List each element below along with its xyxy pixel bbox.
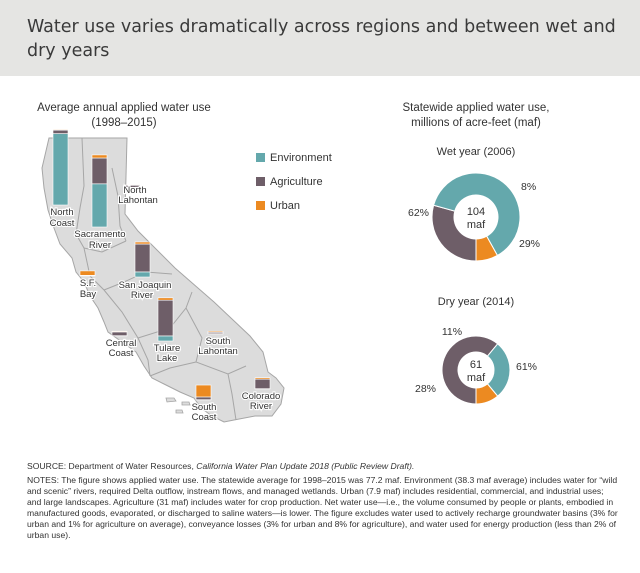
channel-island (181, 401, 191, 406)
pie-dry-center-unit: maf (467, 372, 486, 384)
bar-segment-colorado-river-urban (254, 377, 271, 380)
legend: Environment Agriculture Urban (256, 152, 332, 212)
legend-swatch-urban (256, 201, 265, 210)
region-labels: NorthCoastNorthLahontanSacramentoRiverSa… (48, 184, 281, 424)
source-prefix: SOURCE: Department of Water Resources, (27, 461, 197, 471)
pie-wet-hole (454, 195, 498, 239)
pie-dry-slice-agriculture (441, 335, 499, 405)
bar-segment-south-coast-agriculture (195, 396, 212, 400)
region-label-north-lahontan-line2: Lahontan (118, 195, 158, 206)
boundary-sacramento (83, 240, 127, 253)
region-label-san-joaquin-river-line2: River (131, 290, 153, 301)
pie-section-title-line2: millions of acre-feet (maf) (411, 117, 541, 129)
region-label-north-lahontan-line1: North (123, 185, 146, 196)
page-title: Water use varies dramatically across reg… (27, 17, 616, 61)
pie-dry-label-urban: 11% (442, 326, 462, 338)
region-label-sacramento-river-line2: River (89, 240, 111, 251)
region-label-tulare-lake-line2: Lake (157, 353, 178, 364)
pie-dry-slice-urban (475, 383, 499, 405)
pie-wet-slice-urban (475, 235, 499, 262)
pie-dry-label-agriculture: 61% (516, 361, 537, 373)
pie-wet-center-unit: maf (467, 219, 486, 231)
bar-segment-sacramento-river-agriculture (91, 157, 108, 185)
wet-year-subtitle: Wet year (2006) (437, 146, 516, 158)
bar-segment-sacramento-river-urban (91, 154, 108, 159)
bar-segment-south-lahontan-urban (207, 330, 224, 333)
pie-section-title-line1: Statewide applied water use, (402, 102, 549, 114)
bar-segment-s-f-bay-urban (79, 270, 96, 276)
region-label-s-f-bay-line2: Bay (80, 289, 97, 300)
region-label-south-lahontan-line2: Lahontan (198, 346, 238, 357)
bar-segment-central-coast-agriculture (111, 331, 128, 336)
boundary-north-coast (75, 137, 85, 249)
bar-segment-south-coast-urban (195, 384, 212, 398)
map-chart-title-line2: (1998–2015) (91, 117, 156, 129)
region-label-south-coast-line2: Coast (192, 412, 217, 423)
boundary-south-coast (149, 361, 197, 377)
pie-wet-label-urban: 8% (521, 181, 536, 193)
region-label-central-coast-line2: Coast (109, 348, 134, 359)
legend-swatch-agriculture (256, 177, 265, 186)
pie-dry-label-environment: 28% (415, 383, 436, 395)
bar-segment-tulare-lake-urban (157, 297, 174, 301)
region-label-colorado-river-line2: River (250, 401, 272, 412)
region-label-colorado-river-line1: Colorado (242, 391, 281, 402)
region-label-south-lahontan-line1: South (206, 336, 231, 347)
pie-wet-label-agriculture: 29% (519, 238, 540, 250)
notes-text: NOTES: The figure shows applied water us… (27, 475, 618, 540)
region-label-north-coast-line2: Coast (50, 218, 75, 229)
bar-segment-central-coast-urban (111, 330, 128, 333)
pie-wet-label-environment: 62% (408, 207, 429, 219)
bar-segment-colorado-river-agriculture (254, 378, 271, 389)
channel-island (175, 409, 184, 414)
bar-segment-san-joaquin-river-agriculture (134, 243, 151, 273)
legend-label-agriculture: Agriculture (270, 176, 323, 188)
boundary-colorado (227, 373, 237, 421)
legend-label-urban: Urban (270, 200, 300, 212)
region-label-north-coast-line1: North (50, 207, 73, 218)
legend-swatch-environment (256, 153, 265, 162)
bar-segment-tulare-lake-environment (157, 335, 174, 342)
bar-segment-north-coast-agriculture (52, 129, 69, 134)
chart-area: Average annual applied water use (1998–2… (0, 76, 640, 456)
region-label-san-joaquin-river-line1: San Joaquin (119, 280, 172, 291)
bar-segment-san-joaquin-river-urban (134, 241, 151, 245)
region-label-s-f-bay-line1: S.F. (80, 278, 96, 289)
source-line: SOURCE: Department of Water Resources, C… (27, 461, 619, 472)
pie-wet-center-value: 104 (467, 206, 485, 218)
region-label-sacramento-river-line1: Sacramento (74, 229, 125, 240)
pie-wet-slice-environment (432, 172, 521, 257)
bar-segment-north-coast-urban (52, 129, 69, 131)
map-chart-title-line1: Average annual applied water use (37, 102, 211, 114)
pie-dry-center-value: 61 (470, 359, 482, 371)
region-label-central-coast-line1: Central (106, 338, 137, 349)
source-title: California Water Plan Update 2018 (Publi… (196, 461, 415, 471)
bar-segment-sacramento-river-environment (91, 183, 108, 228)
stacked-bars (52, 129, 271, 401)
chart-svg: Average annual applied water use (1998–2… (37, 102, 549, 424)
boundary-north-lahontan (111, 167, 127, 242)
boundary-tulare (137, 291, 193, 339)
header-band: Water use varies dramatically across reg… (0, 0, 640, 76)
region-label-tulare-lake-line1: Tulare (154, 343, 181, 354)
notes-section: SOURCE: Department of Water Resources, C… (27, 461, 619, 544)
bar-segment-tulare-lake-agriculture (157, 299, 174, 337)
bar-segment-san-joaquin-river-environment (134, 271, 151, 278)
channel-island (165, 397, 177, 403)
bar-segment-north-coast-environment (52, 133, 69, 206)
legend-label-environment: Environment (270, 152, 332, 164)
dry-year-subtitle: Dry year (2014) (438, 296, 514, 308)
pie-dry-hole (458, 352, 494, 388)
region-label-south-coast-line1: South (192, 402, 217, 413)
